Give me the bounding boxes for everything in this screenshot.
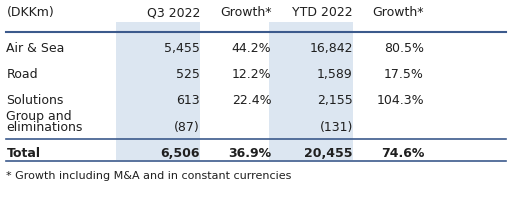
Text: 613: 613 <box>176 94 200 107</box>
Text: 525: 525 <box>176 68 200 81</box>
Text: (87): (87) <box>174 121 200 134</box>
Text: Group and: Group and <box>7 110 72 123</box>
Text: 74.6%: 74.6% <box>380 147 424 160</box>
Text: Q3 2022: Q3 2022 <box>146 7 200 20</box>
Text: 2,155: 2,155 <box>317 94 353 107</box>
Text: 20,455: 20,455 <box>304 147 353 160</box>
Text: 44.2%: 44.2% <box>231 42 271 55</box>
Text: Road: Road <box>7 68 38 81</box>
Text: Air & Sea: Air & Sea <box>7 42 65 55</box>
Text: Growth*: Growth* <box>373 7 424 20</box>
Bar <box>116 21 200 160</box>
Text: eliminations: eliminations <box>7 121 83 134</box>
Text: Growth*: Growth* <box>220 7 271 20</box>
Text: 16,842: 16,842 <box>309 42 353 55</box>
Text: (131): (131) <box>319 121 353 134</box>
Text: 22.4%: 22.4% <box>231 94 271 107</box>
Text: 17.5%: 17.5% <box>384 68 424 81</box>
Text: 104.3%: 104.3% <box>376 94 424 107</box>
Text: 36.9%: 36.9% <box>228 147 271 160</box>
Text: (DKKm): (DKKm) <box>7 7 54 20</box>
Text: 12.2%: 12.2% <box>231 68 271 81</box>
Text: 1,589: 1,589 <box>317 68 353 81</box>
Text: YTD 2022: YTD 2022 <box>292 7 353 20</box>
Bar <box>269 21 353 160</box>
Text: * Growth including M&A and in constant currencies: * Growth including M&A and in constant c… <box>7 171 292 181</box>
Text: Solutions: Solutions <box>7 94 64 107</box>
Text: Total: Total <box>7 147 40 160</box>
Text: 5,455: 5,455 <box>164 42 200 55</box>
Text: 6,506: 6,506 <box>160 147 200 160</box>
Text: 80.5%: 80.5% <box>384 42 424 55</box>
